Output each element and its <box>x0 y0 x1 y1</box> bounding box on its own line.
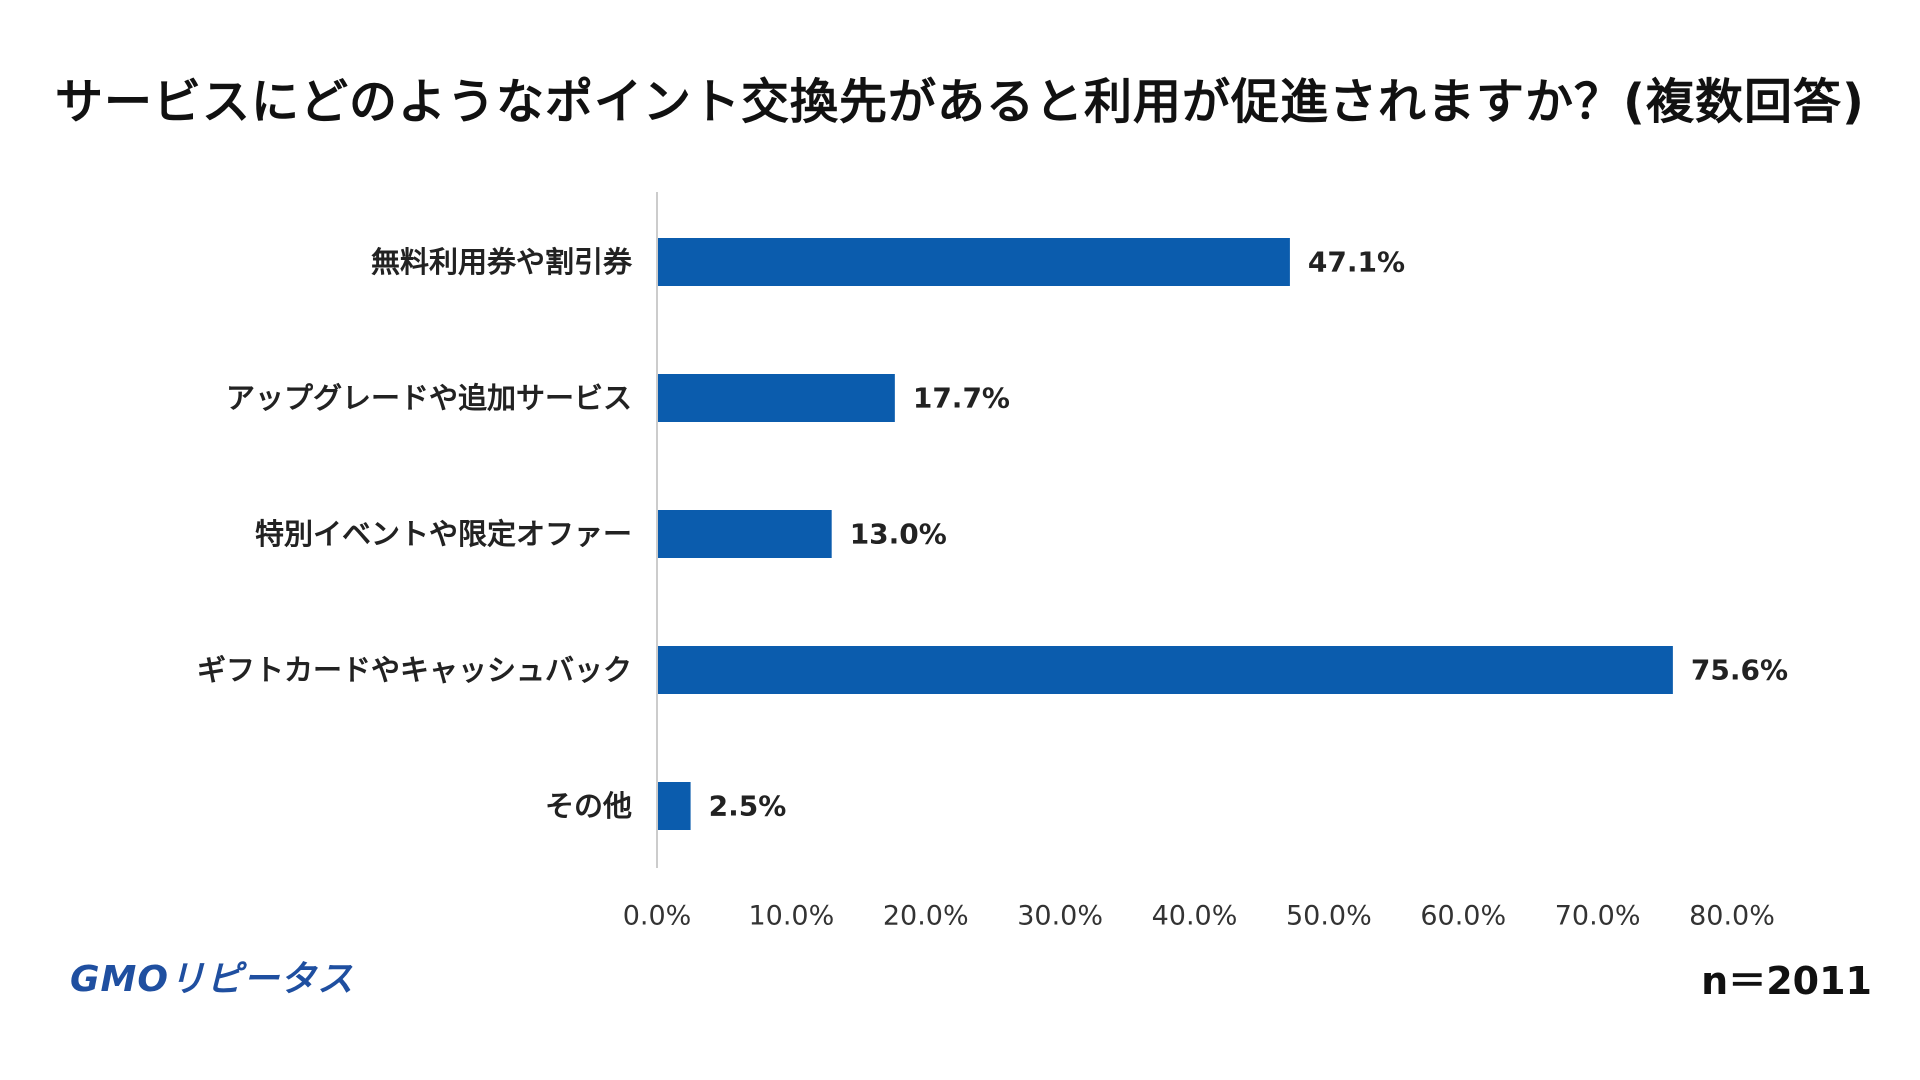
bar-1 <box>657 374 895 422</box>
category-label-1: アップグレードや追加サービス <box>226 381 632 415</box>
category-label-0: 無料利用券や割引券 <box>371 245 633 279</box>
bar-4 <box>657 782 691 830</box>
value-label-4: 2.5% <box>709 790 787 823</box>
x-tick-label-2: 20.0% <box>883 901 969 932</box>
x-tick-label-8: 80.0% <box>1689 901 1775 932</box>
value-label-3: 75.6% <box>1691 654 1788 687</box>
value-label-0: 47.1% <box>1308 246 1405 279</box>
bar-3 <box>657 646 1673 694</box>
sample-size-label: n＝2011 <box>1701 959 1872 1003</box>
x-tick-label-1: 10.0% <box>748 901 834 932</box>
value-label-2: 13.0% <box>850 518 947 551</box>
x-tick-label-3: 30.0% <box>1017 901 1103 932</box>
x-tick-label-0: 0.0% <box>623 901 692 932</box>
bar-0 <box>657 238 1290 286</box>
category-label-4: その他 <box>545 789 632 823</box>
chart-title: サービスにどのようなポイント交換先があると利用が促進されますか？(複数回答) <box>55 74 1865 130</box>
category-labels: 無料利用券や割引券アップグレードや追加サービス特別イベントや限定オファーギフトカ… <box>197 245 633 823</box>
value-label-1: 17.7% <box>913 382 1010 415</box>
x-tick-label-6: 60.0% <box>1420 901 1506 932</box>
x-axis-tick-labels: 0.0% 10.0% 20.0% 30.0% 40.0% 50.0% 60.0% 70.0% 8… <box>623 901 1775 932</box>
value-labels: 47.1% 17.7% 13.0% 75.6% 2.5% <box>709 246 1788 823</box>
x-tick-label-7: 70.0% <box>1555 901 1641 932</box>
brand-logo: GMOリピータス <box>70 959 354 1000</box>
category-label-3: ギフトカードやキャッシュバック <box>197 653 632 687</box>
x-tick-label-5: 50.0% <box>1286 901 1372 932</box>
bars-layer <box>657 238 1673 830</box>
x-tick-label-4: 40.0% <box>1152 901 1238 932</box>
category-label-2: 特別イベントや限定オファー <box>255 517 632 551</box>
bar-2 <box>657 510 832 558</box>
